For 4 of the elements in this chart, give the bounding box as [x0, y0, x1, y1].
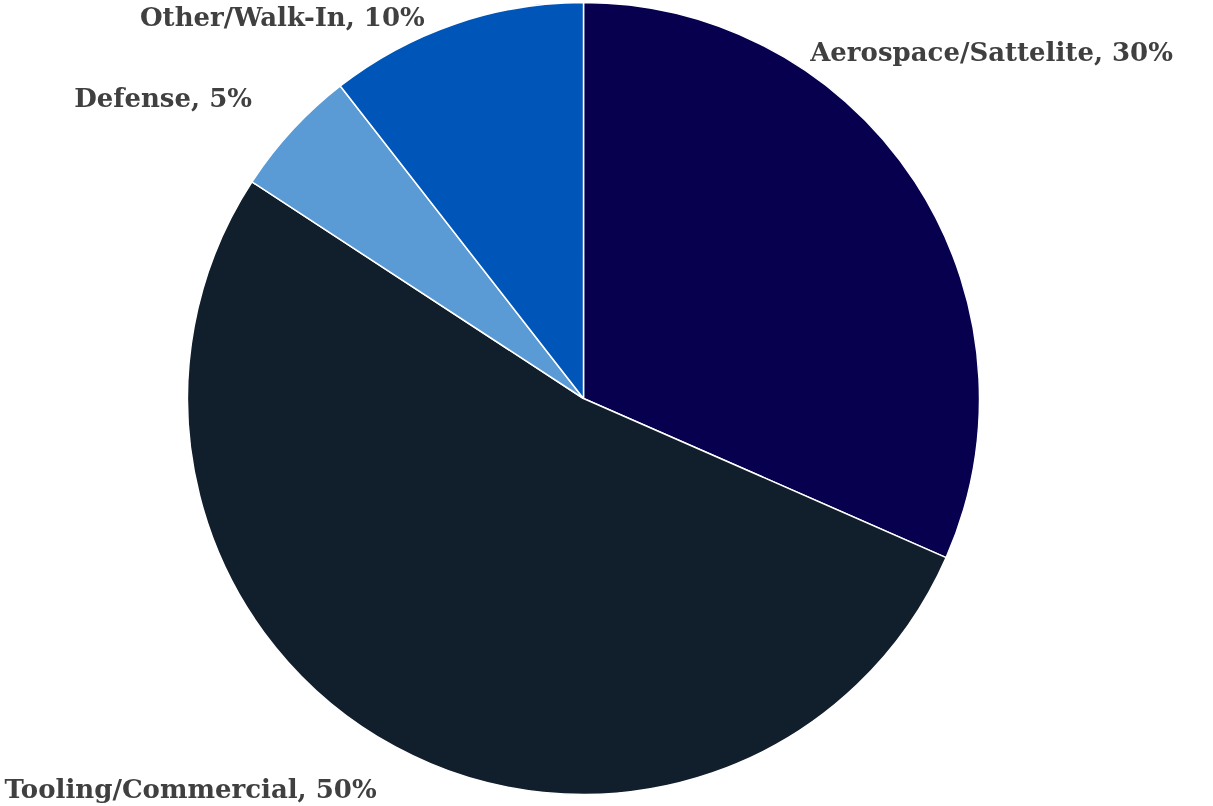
- slice-label: Aerospace/Sattelite, 30%: [809, 36, 1174, 67]
- slice-label: Other/Walk-In, 10%: [139, 1, 426, 32]
- slice-label: Defense, 5%: [74, 83, 253, 114]
- slice-label: Tooling/Commercial, 50%: [4, 773, 377, 804]
